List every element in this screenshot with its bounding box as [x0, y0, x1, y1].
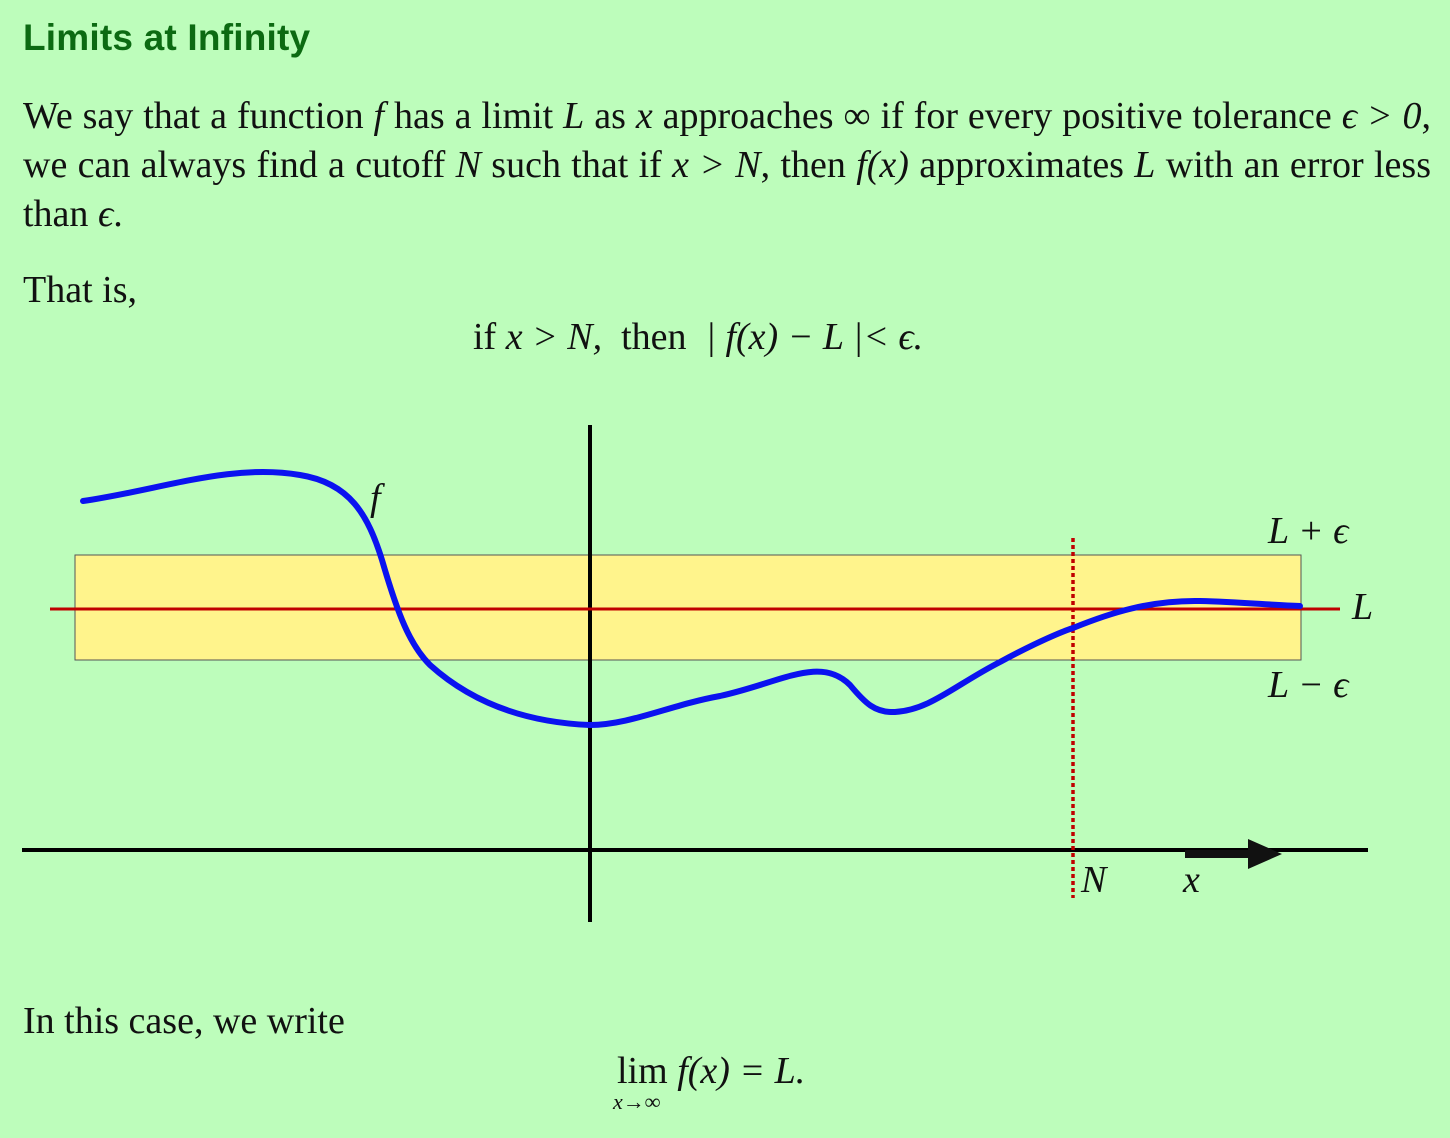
math-L: L	[563, 95, 585, 137]
function-curve	[80, 469, 1303, 728]
math-x: x	[635, 95, 653, 137]
math-f: f	[373, 95, 385, 137]
math-x-gt-N: x > N	[672, 144, 761, 186]
eq-abs-expr: | f(x) − L |< ϵ.	[705, 316, 924, 358]
text: , then	[760, 144, 857, 186]
lower-bound-label: L − ϵ	[1267, 664, 1350, 706]
conclusion-text: In this case, we write	[23, 1000, 345, 1042]
eq-x-gt-N: x > N,	[505, 316, 603, 358]
math-fx: f(x)	[856, 144, 909, 186]
text: with an error less than	[23, 144, 1431, 235]
text: .	[113, 193, 123, 235]
that-is-text: That is,	[23, 269, 137, 311]
text: approaches ∞ if for every positive toler…	[652, 95, 1342, 137]
text: approximates	[908, 144, 1135, 186]
math-N: N	[455, 144, 481, 186]
math-L: L	[1134, 144, 1156, 186]
eq-then: then	[602, 316, 706, 358]
lim-text: lim	[617, 1050, 668, 1092]
definition-paragraph: We say that a function f has a limit L a…	[23, 92, 1431, 239]
text: has a limit	[384, 95, 564, 137]
lim-rhs: f(x) = L.	[667, 1050, 806, 1092]
lim-subscript: x→∞	[613, 1089, 661, 1114]
x-axis-label: x	[1182, 859, 1200, 901]
math-eps-gt-zero: ϵ > 0	[1341, 95, 1422, 137]
lim-operator: lim x→∞	[613, 1049, 668, 1114]
text: We say that a function	[23, 95, 374, 137]
text: as	[584, 95, 636, 137]
text: such that if	[480, 144, 673, 186]
limit-equation: lim x→∞ f(x) = L.	[613, 1049, 806, 1114]
math-eps: ϵ	[97, 193, 114, 235]
direction-arrow-icon	[1185, 839, 1282, 869]
condition-equation: if x > N, then | f(x) − L |< ϵ.	[473, 315, 923, 359]
upper-bound-label: L + ϵ	[1267, 510, 1350, 552]
cutoff-label: N	[1080, 859, 1109, 901]
limit-diagram: f L + ϵ L L − ϵ N x	[22, 425, 1373, 922]
curve-label-f: f	[370, 477, 385, 519]
page-title: Limits at Infinity	[23, 17, 311, 58]
text: , we can always find a cutoff	[23, 95, 1432, 186]
limit-label: L	[1351, 586, 1373, 628]
eq-if: if	[473, 316, 506, 358]
